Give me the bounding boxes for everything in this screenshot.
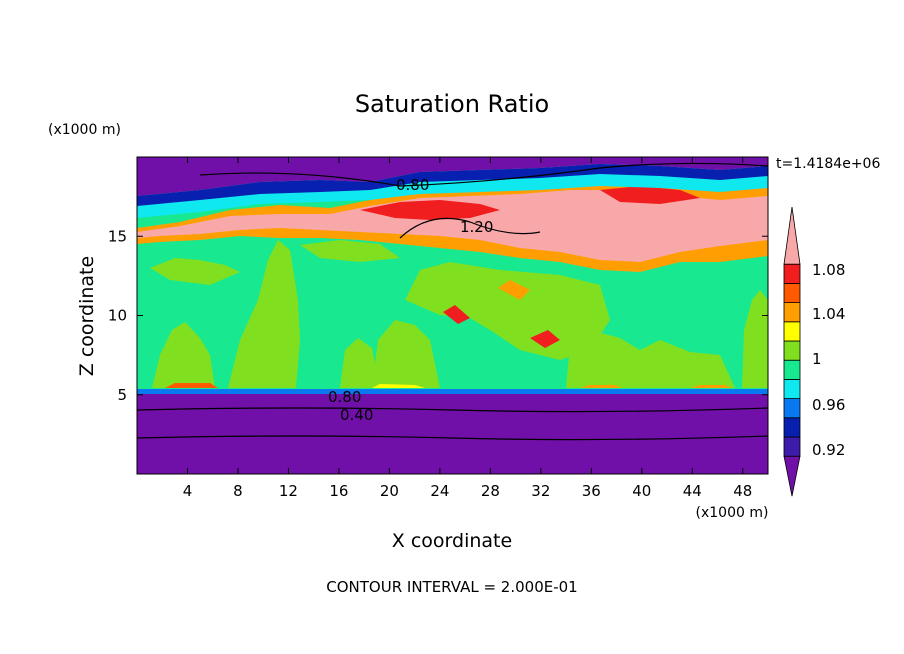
colorbar-segment [783,378,801,399]
saturation-field [137,157,768,474]
y-tick-label: 15 [108,227,127,245]
colorbar-segment [783,302,801,323]
lime-patch [372,320,440,388]
colorbar-segment [783,417,801,438]
contour-labels: 0.80 1.20 0.80 0.40 [328,176,493,424]
peak-region [360,200,500,220]
colorbar-label: 0.96 [812,396,845,414]
moist-spot [580,385,622,388]
moist-spot [372,384,425,388]
contour-interval-label: CONTOUR INTERVAL = 2.000E-01 [326,578,577,596]
contour-line [137,435,768,441]
supersaturated-band [137,190,768,262]
colorbar-segment [783,206,801,265]
moist-spot [530,330,560,348]
transition-band [137,164,768,206]
time-label: t=1.4184e+06 [776,156,880,172]
colorbar-label: 1.04 [812,305,845,323]
contour-line [199,162,768,187]
lime-patch [405,262,610,360]
lime-patch [742,290,768,388]
lime-patch [152,322,215,388]
colorbar-segment [783,359,801,380]
moist-spot [165,383,218,388]
x-tick-label: 36 [582,482,601,500]
lower-layer-edge [137,389,768,394]
x-tick-label: 48 [733,482,752,500]
colorbar: 1.08 1.04 1 0.96 0.92 [783,206,845,497]
contour-line [137,407,768,413]
colorbar-segment [783,436,801,457]
x-axis-ticks: 4 8 12 16 20 24 28 32 36 40 44 48 [183,157,752,500]
contour-label: 0.40 [340,406,373,424]
upper-dry-region [137,157,768,196]
chart-title: Saturation Ratio [355,90,549,118]
y-tick-label: 10 [108,307,127,325]
colorbar-segment [783,455,801,497]
colorbar-label: 0.92 [812,441,845,459]
lime-patch [340,338,380,388]
lime-patch [228,240,300,388]
x-axis-label: X coordinate [392,530,512,552]
y-tick-label: 5 [117,386,127,404]
contour-label: 1.20 [460,218,493,236]
x-tick-label: 28 [481,482,500,500]
lime-patch [300,240,400,262]
colorbar-label: 1 [812,350,822,368]
y-unit-label: (x1000 m) [48,122,121,138]
lime-patch [566,330,735,388]
lime-patch [150,258,240,285]
x-tick-label: 44 [683,482,702,500]
x-tick-label: 4 [183,482,193,500]
y-axis-ticks: 5 10 15 [108,227,768,404]
x-tick-label: 12 [279,482,298,500]
contour-label: 0.80 [396,176,429,194]
moist-spot [690,385,732,388]
x-tick-label: 20 [380,482,399,500]
contour-label: 0.80 [328,388,361,406]
contour-line [399,217,541,239]
transition-band [137,168,768,218]
colorbar-segment [783,263,801,284]
x-tick-label: 8 [233,482,243,500]
x-tick-label: 16 [329,482,348,500]
x-tick-label: 32 [531,482,550,500]
colorbar-segment [783,282,801,303]
moist-spot [498,280,530,300]
peak-region [600,186,700,204]
x-tick-label: 24 [430,482,449,500]
colorbar-segment [783,340,801,361]
moist-spot [443,305,470,324]
lower-dry-layer [137,392,768,474]
x-unit-label: (x1000 m) [696,505,769,521]
colorbar-segment [783,398,801,419]
x-tick-label: 40 [632,482,651,500]
colorbar-label: 1.08 [812,261,845,279]
y-axis-label: Z coordinate [76,256,98,376]
colorbar-segment [783,321,801,342]
